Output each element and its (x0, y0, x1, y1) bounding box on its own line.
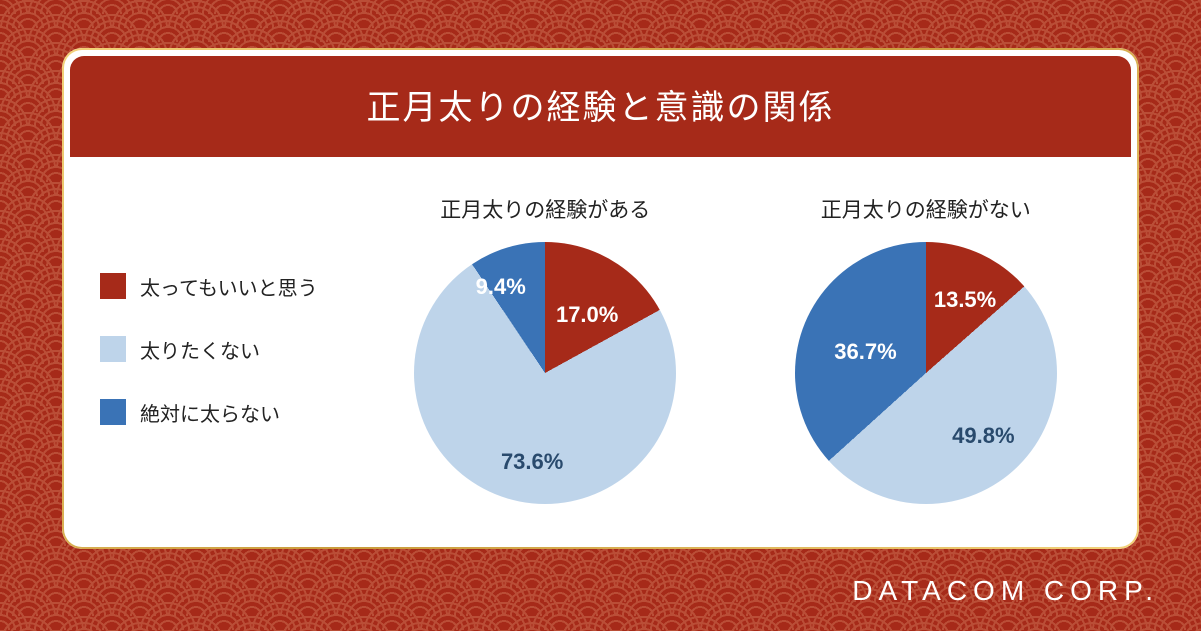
content-row: 太ってもいいと思う太りたくない絶対に太らない 正月太りの経験がある 17.0% 73… (70, 157, 1131, 541)
pie-slice-label: 36.7% (834, 339, 896, 365)
pie-chart-title: 正月太りの経験がない (821, 194, 1031, 224)
pie-slice-label: 9.4% (476, 274, 526, 300)
title-band: 正月太りの経験と意識の関係 (70, 56, 1131, 157)
card-inner: 正月太りの経験と意識の関係 太ってもいいと思う太りたくない絶対に太らない 正月太… (70, 56, 1131, 541)
legend-swatch (100, 399, 126, 425)
legend-label: 絶対に太らない (140, 398, 280, 427)
legend-swatch (100, 273, 126, 299)
legend: 太ってもいいと思う太りたくない絶対に太らない (100, 272, 360, 427)
legend-label: 太ってもいいと思う (140, 272, 318, 301)
pie-wrap: 17.0% 73.6% 9.4% (414, 242, 676, 504)
pie-slice-label: 13.5% (934, 287, 996, 313)
legend-item: 太りたくない (100, 335, 360, 364)
pie-slice-label: 73.6% (501, 449, 563, 475)
pie-chart-block: 正月太りの経験がある 17.0% 73.6% 9.4% (414, 194, 676, 504)
pie-slice-label: 49.8% (952, 423, 1014, 449)
pie-chart-title: 正月太りの経験がある (440, 194, 650, 224)
pie-slice-label: 17.0% (556, 302, 618, 328)
content-card: 正月太りの経験と意識の関係 太ってもいいと思う太りたくない絶対に太らない 正月太… (62, 48, 1139, 549)
title-text: 正月太りの経験と意識の関係 (367, 89, 835, 127)
legend-item: 絶対に太らない (100, 398, 360, 427)
pie-chart-block: 正月太りの経験がない 13.5% 49.8% 36.7% (795, 194, 1057, 504)
legend-label: 太りたくない (140, 335, 260, 364)
legend-item: 太ってもいいと思う (100, 272, 360, 301)
charts-container: 正月太りの経験がある 17.0% 73.6% 9.4% 正月太りの経験がない 13.5% 4… (360, 194, 1111, 504)
pie (795, 242, 1057, 504)
legend-swatch (100, 336, 126, 362)
footer-logo: DATACOM CORP. (852, 575, 1159, 607)
pie-wrap: 13.5% 49.8% 36.7% (795, 242, 1057, 504)
